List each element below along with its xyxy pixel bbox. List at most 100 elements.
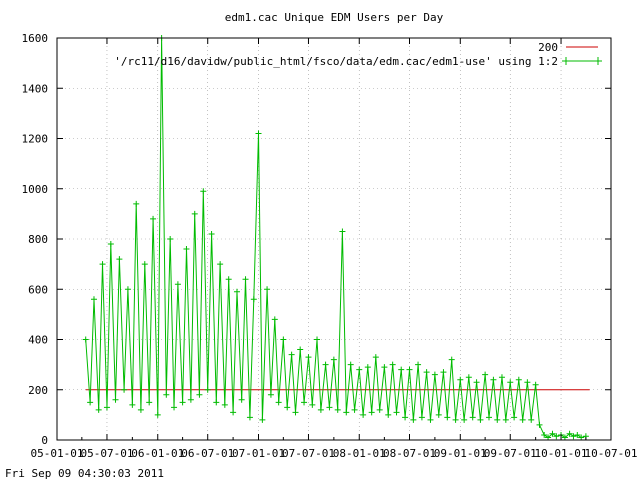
- data-point: [112, 396, 119, 403]
- data-point: [448, 356, 455, 363]
- data-point: [482, 371, 489, 378]
- data-point: [418, 414, 425, 421]
- data-point: [121, 386, 128, 393]
- data-point: [99, 261, 106, 268]
- data-point: [343, 409, 350, 416]
- data-point: [246, 414, 253, 421]
- data-point: [259, 416, 266, 423]
- data-point: [183, 246, 190, 253]
- data-point: [494, 416, 501, 423]
- data-point: [524, 379, 531, 386]
- data-point: [225, 276, 232, 283]
- y-tick-label: 600: [28, 283, 48, 296]
- x-tick-label: 09-01-01: [434, 447, 487, 460]
- data-point: [431, 371, 438, 378]
- data-point: [196, 391, 203, 398]
- data-point: [364, 364, 371, 371]
- data-point: [574, 431, 581, 438]
- data-point: [339, 228, 346, 235]
- data-point: [578, 434, 585, 441]
- data-point: [545, 434, 552, 441]
- data-point: [255, 130, 262, 137]
- x-tick-label: 06-07-01: [181, 447, 234, 460]
- data-point: [368, 409, 375, 416]
- chart-title: edm1.cac Unique EDM Users per Day: [225, 11, 444, 24]
- data-point: [356, 366, 363, 373]
- data-point: [515, 376, 522, 383]
- data-point: [200, 188, 207, 195]
- data-point: [124, 286, 131, 293]
- data-point: [402, 414, 409, 421]
- x-tick-label: 05-01-01: [31, 447, 84, 460]
- data-point: [469, 414, 476, 421]
- data-point: [485, 414, 492, 421]
- data-point: [334, 406, 341, 413]
- data-point: [519, 416, 526, 423]
- data-point: [457, 376, 464, 383]
- data-point: [82, 336, 89, 343]
- data-point: [95, 406, 102, 413]
- footer-timestamp: Fri Sep 09 04:30:03 2011: [5, 467, 164, 480]
- data-point: [297, 346, 304, 353]
- data-point: [163, 391, 170, 398]
- data-point: [553, 433, 560, 440]
- data-point: [435, 411, 442, 418]
- data-point: [528, 416, 535, 423]
- data-point: [536, 421, 543, 428]
- data-point: [322, 361, 329, 368]
- data-point: [406, 366, 413, 373]
- data-point: [314, 336, 321, 343]
- y-tick-label: 1200: [22, 133, 49, 146]
- data-point: [305, 354, 312, 361]
- data-point: [410, 416, 417, 423]
- data-point: [566, 430, 573, 437]
- y-tick-label: 0: [41, 434, 48, 447]
- data-point: [213, 399, 220, 406]
- x-tick-label: 05-07-01: [80, 447, 133, 460]
- data-point: [309, 401, 316, 408]
- y-tick-label: 800: [28, 233, 48, 246]
- data-point: [90, 296, 97, 303]
- data-point: [208, 230, 215, 237]
- data-point: [141, 261, 148, 268]
- x-tick-label: 09-07-01: [484, 447, 537, 460]
- data-point: [217, 261, 224, 268]
- legend-label-1: '/rc11/d16/davidw/public_html/fsco/data/…: [114, 55, 558, 68]
- data-point: [221, 401, 228, 408]
- data-point: [570, 433, 577, 440]
- data-point: [511, 414, 518, 421]
- data-point: [507, 379, 514, 386]
- data-point: [271, 316, 278, 323]
- legend-marker-1: [562, 57, 602, 65]
- data-point: [498, 374, 505, 381]
- grid: [57, 38, 611, 440]
- data-point: [561, 434, 568, 441]
- x-tick-label: 08-07-01: [383, 447, 436, 460]
- data-point: [372, 354, 379, 361]
- data-point: [167, 236, 174, 242]
- data-point: [107, 241, 114, 248]
- data-point: [326, 404, 333, 411]
- data-point: [171, 404, 178, 411]
- x-tick-label: 08-01-01: [333, 447, 386, 460]
- y-tick-label: 200: [28, 384, 48, 397]
- data-point: [440, 369, 447, 376]
- data-point: [330, 356, 337, 363]
- y-tick-label: 1600: [22, 32, 49, 45]
- data-point: [398, 366, 405, 373]
- data-point: [532, 381, 539, 388]
- data-point: [385, 411, 392, 418]
- data-point: [267, 391, 274, 398]
- data-point: [137, 406, 144, 413]
- data-point: [146, 399, 153, 406]
- data-point: [427, 416, 434, 423]
- data-point: [288, 351, 295, 358]
- data-point: [233, 288, 240, 295]
- data-point: [415, 361, 422, 368]
- y-tick-label: 1400: [22, 82, 49, 95]
- data-point: [238, 396, 245, 403]
- legend: 200 '/rc11/d16/davidw/public_html/fsco/d…: [114, 41, 602, 68]
- data-point: [549, 430, 556, 437]
- data-point: [103, 404, 110, 411]
